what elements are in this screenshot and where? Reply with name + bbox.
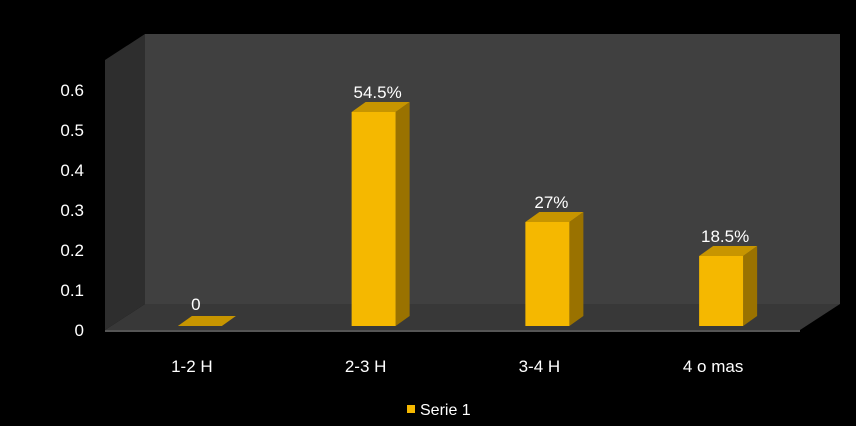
- floor: [105, 304, 840, 330]
- legend: Serie 1: [407, 402, 471, 419]
- y-tick-label: 0.4: [60, 161, 84, 180]
- x-tick-label: 2-3 H: [345, 357, 387, 376]
- y-axis-ticks: 0 0.1 0.2 0.3 0.4 0.5 0.6: [60, 81, 84, 340]
- bar-top: [177, 316, 236, 326]
- bar-top: [351, 102, 410, 112]
- x-tick-label: 1-2 H: [171, 357, 213, 376]
- bar-front: [351, 112, 396, 326]
- bar-front: [699, 256, 744, 326]
- bar: [699, 246, 758, 326]
- bar: [525, 212, 584, 326]
- bars: [177, 102, 758, 326]
- x-tick-label: 3-4 H: [519, 357, 561, 376]
- x-axis-ticks: 1-2 H 2-3 H 3-4 H 4 o mas: [171, 357, 743, 376]
- bar-side: [743, 246, 758, 326]
- x-tick-label: 4 o mas: [683, 357, 743, 376]
- bar-top: [699, 246, 758, 256]
- data-label: 27%: [534, 193, 568, 212]
- bar: [351, 102, 410, 326]
- y-tick-label: 0: [75, 321, 84, 340]
- data-label: 0: [191, 295, 200, 314]
- bar-side: [395, 102, 410, 326]
- y-tick-label: 0.3: [60, 201, 84, 220]
- bar-top: [525, 212, 584, 222]
- y-tick-label: 0.2: [60, 241, 84, 260]
- data-label: 54.5%: [354, 83, 402, 102]
- legend-label-serie-1: Serie 1: [420, 402, 471, 419]
- y-tick-label: 0.6: [60, 81, 84, 100]
- y-tick-label: 0.5: [60, 121, 84, 140]
- back-wall: [145, 34, 840, 304]
- side-wall: [105, 34, 145, 330]
- bar: [177, 316, 236, 326]
- data-label: 18.5%: [701, 227, 749, 246]
- floor-front-edge: [105, 330, 800, 332]
- data-labels: 0 54.5% 27% 18.5%: [191, 83, 749, 314]
- y-tick-label: 0.1: [60, 281, 84, 300]
- bar-side: [569, 212, 584, 326]
- bar-front: [525, 222, 570, 326]
- legend-swatch: [407, 405, 415, 413]
